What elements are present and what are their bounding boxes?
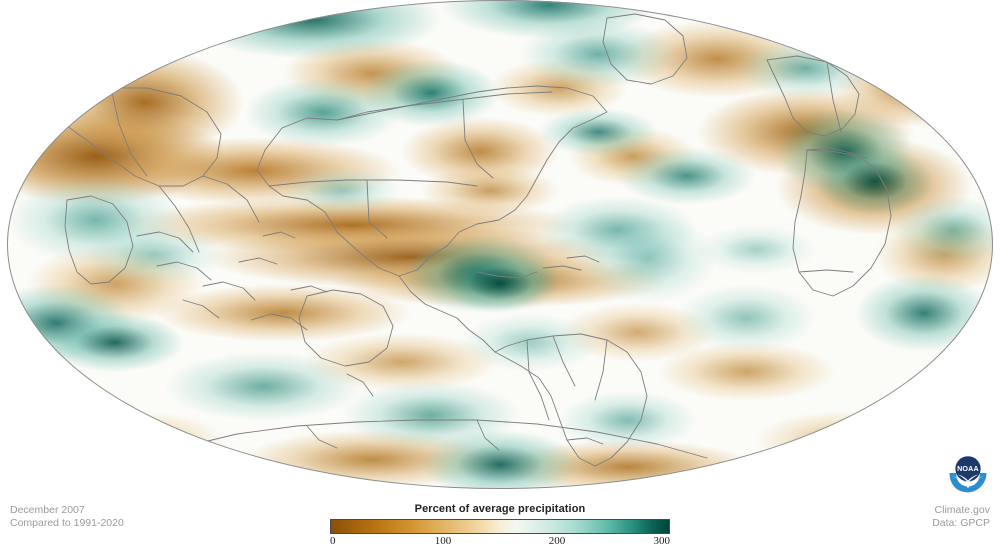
field-cell-wet bbox=[85, 224, 224, 284]
field-cell-dry bbox=[46, 410, 224, 470]
field-cell-wet bbox=[894, 195, 993, 265]
colorbar-gradient bbox=[330, 519, 670, 534]
field-cell-wet bbox=[46, 312, 185, 372]
field-cell-wet bbox=[894, 68, 993, 128]
noaa-logo: NOAA bbox=[949, 456, 987, 493]
world-map bbox=[7, 0, 993, 489]
colorbar-title: Percent of average precipitation bbox=[414, 503, 586, 515]
field-cell-wet bbox=[421, 430, 579, 489]
figure-credit: Climate.gov Data: GPCP bbox=[932, 504, 990, 530]
field-cell-wet bbox=[164, 352, 362, 421]
credit-data: Data: GPCP bbox=[932, 517, 990, 529]
colorbar-ticks: 0 100 200 300 bbox=[330, 535, 670, 549]
map-field bbox=[7, 0, 993, 489]
field-cell-wet bbox=[361, 58, 500, 128]
field-cell-wet bbox=[677, 283, 816, 353]
field-cell-wet bbox=[283, 166, 402, 216]
field-cell-wet bbox=[697, 224, 816, 274]
colorbar-tick-300: 300 bbox=[653, 535, 671, 547]
caption-period: December 2007 bbox=[10, 504, 85, 516]
field-cell-wet bbox=[184, 0, 441, 59]
field-cell-wet bbox=[854, 273, 993, 353]
colorbar-tick-200: 200 bbox=[548, 535, 566, 547]
field-cell-dry bbox=[421, 166, 560, 216]
field-cell-wet bbox=[736, 39, 875, 98]
field-cell-wet bbox=[519, 19, 678, 88]
colorbar-legend: Percent of average precipitation 0 100 2… bbox=[330, 503, 670, 549]
field-cell-wet bbox=[618, 146, 757, 206]
field-cell-dry bbox=[657, 342, 836, 401]
caption-baseline: Compared to 1991-2020 bbox=[10, 517, 124, 529]
field-cell-wet bbox=[440, 254, 560, 313]
noaa-wordmark: NOAA bbox=[957, 465, 979, 473]
colorbar-tick-0: 0 bbox=[330, 535, 336, 547]
colorbar-tick-100: 100 bbox=[434, 535, 452, 547]
field-cell-wet bbox=[7, 176, 185, 265]
field-cell-dry bbox=[756, 410, 934, 470]
coastline-overlay bbox=[46, 5, 892, 467]
field-cell-wet bbox=[460, 312, 599, 372]
field-cell-wet bbox=[578, 215, 717, 304]
credit-source: Climate.gov bbox=[934, 504, 990, 516]
figure-caption: December 2007 Compared to 1991-2020 bbox=[10, 504, 124, 530]
